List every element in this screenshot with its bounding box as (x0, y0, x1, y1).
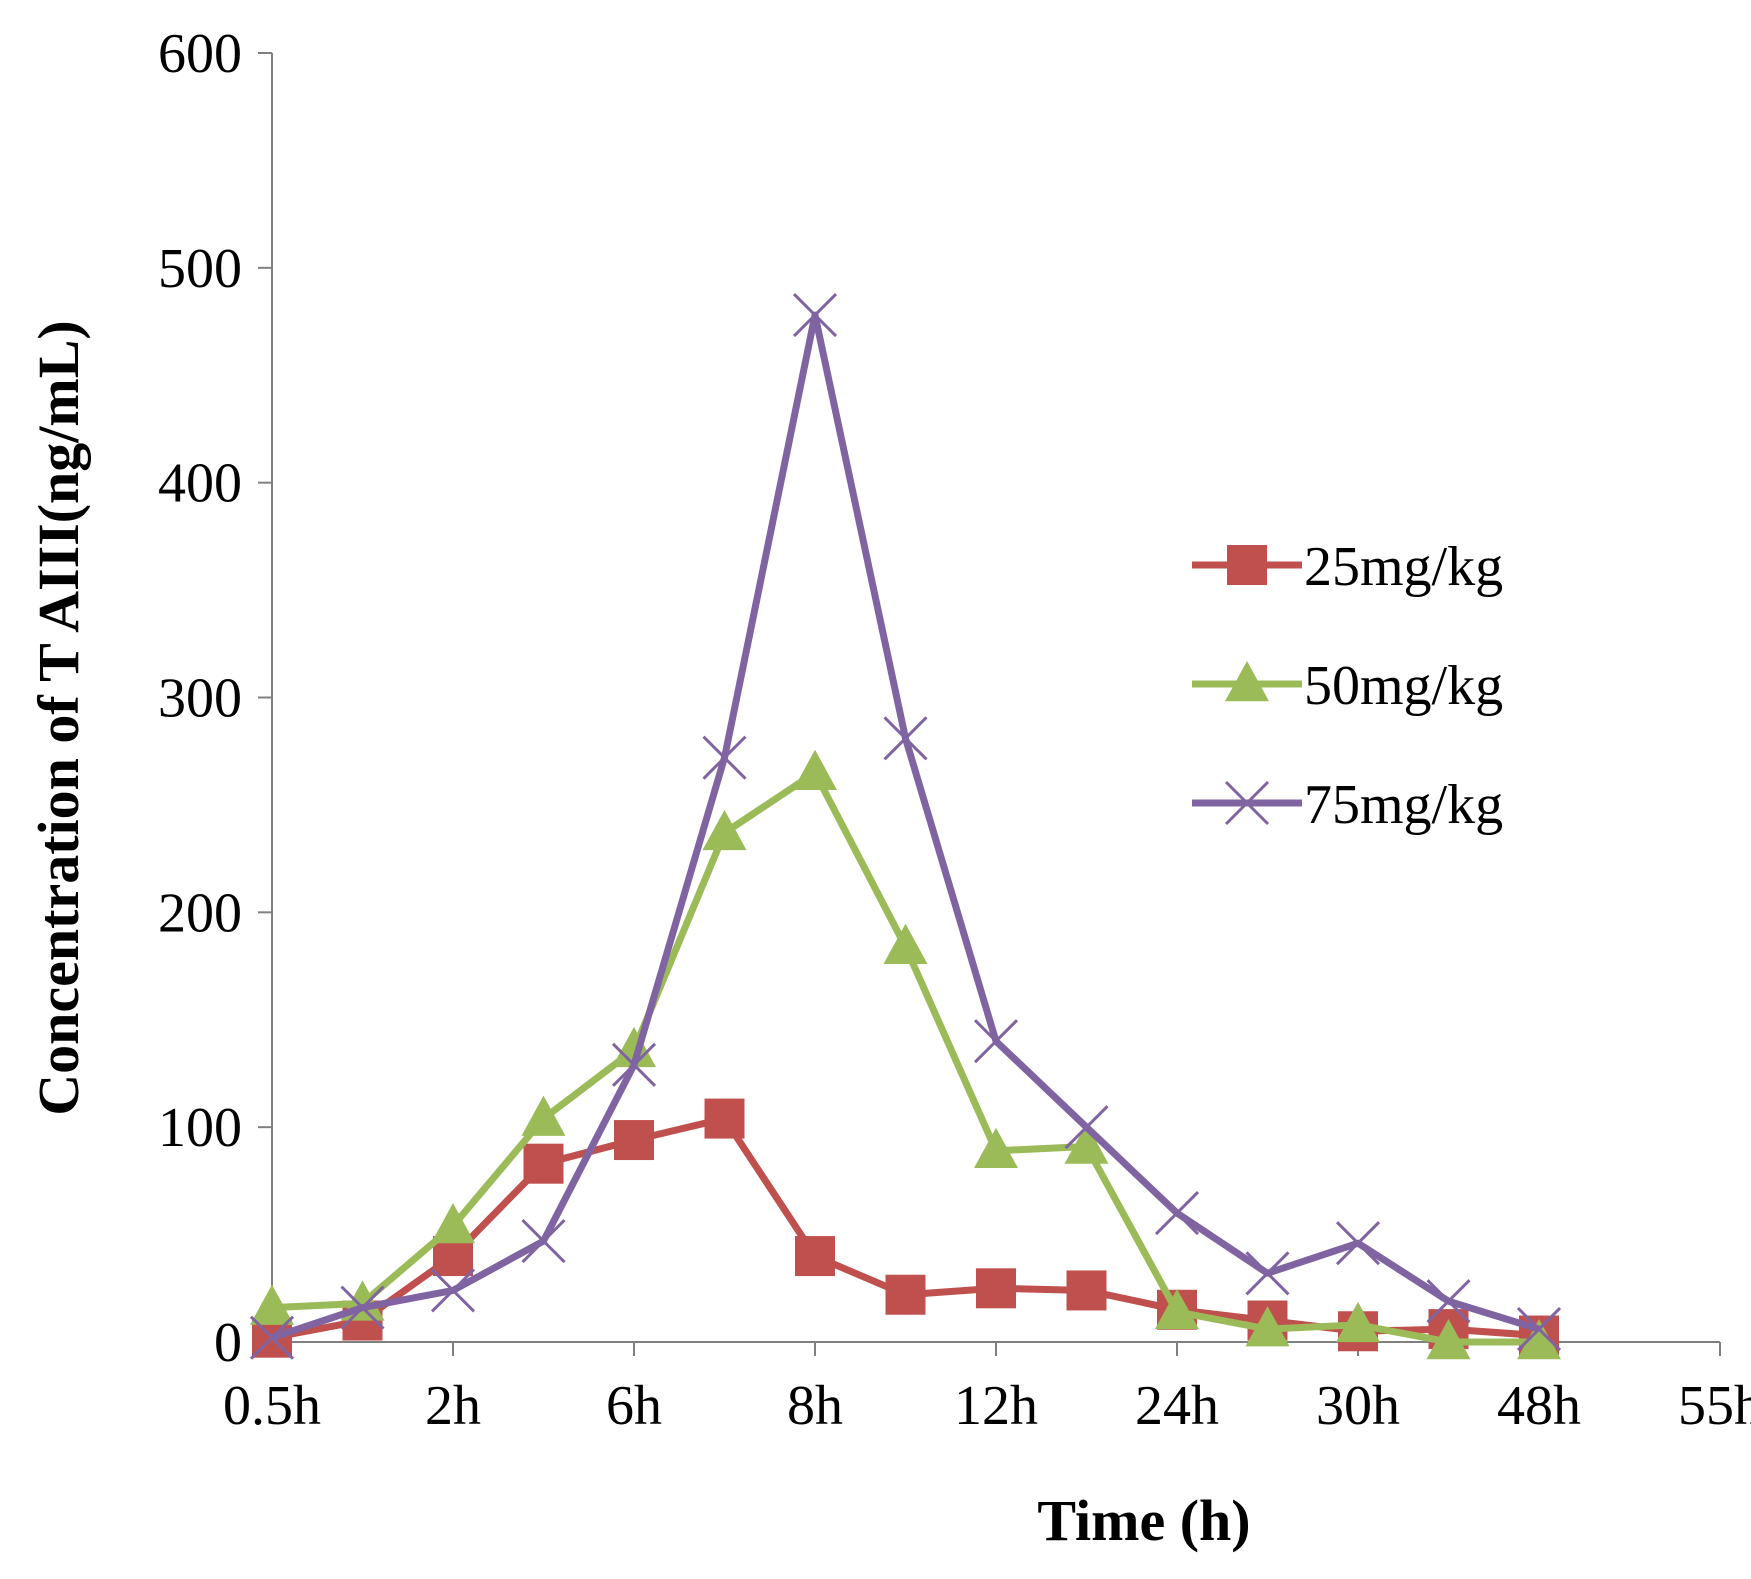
y-axis: 0 100 200 300 400 500 600 (158, 23, 272, 1374)
x-tick-label: 24h (1135, 1375, 1219, 1437)
data-point (1156, 1192, 1198, 1234)
x-tick-label: 6h (606, 1375, 662, 1437)
x-tick-label: 55h (1678, 1375, 1751, 1437)
y-tick-label: 100 (158, 1097, 242, 1159)
y-tick-label: 200 (158, 882, 242, 944)
x-tick-label: 0.5h (223, 1375, 321, 1437)
data-point (976, 1268, 1016, 1308)
data-point (1247, 1252, 1289, 1294)
legend: 25mg/kg 50mg/kg 75mg/kg (1192, 536, 1503, 836)
data-point (884, 924, 928, 964)
y-tick-label: 300 (158, 668, 242, 730)
y-tick-label: 0 (214, 1312, 242, 1374)
data-point (1067, 1270, 1107, 1310)
data-point (975, 1020, 1017, 1062)
y-tick-label: 600 (158, 23, 242, 85)
x-axis-title: Time (h) (1037, 1488, 1250, 1553)
legend-item: 25mg/kg (1192, 536, 1503, 598)
x-tick-label: 30h (1316, 1375, 1400, 1437)
data-point (886, 1275, 926, 1315)
x-tick-label: 12h (954, 1375, 1038, 1437)
data-point (522, 1096, 566, 1136)
data-point (523, 1220, 565, 1262)
y-tick-label: 400 (158, 453, 242, 515)
legend-label: 75mg/kg (1304, 774, 1503, 836)
legend-label: 50mg/kg (1304, 655, 1503, 717)
data-point (705, 1099, 745, 1139)
data-point (795, 1236, 835, 1276)
data-point (1227, 545, 1267, 585)
legend-label: 25mg/kg (1304, 536, 1503, 598)
data-point (524, 1144, 564, 1184)
data-point (1337, 1222, 1379, 1264)
data-point (614, 1120, 654, 1160)
x-tick-label: 8h (787, 1375, 843, 1437)
legend-item: 75mg/kg (1192, 774, 1503, 836)
x-tick-label: 48h (1497, 1375, 1581, 1437)
y-axis-title: Concentration of T AIII(ng/mL) (26, 320, 91, 1115)
data-point (793, 750, 837, 790)
legend-item: 50mg/kg (1192, 655, 1503, 717)
line-chart: 0 100 200 300 400 500 600 0.5h 2h 6h 8h 12h 24h 30h 4… (0, 0, 1751, 1579)
x-tick-label: 2h (425, 1375, 481, 1437)
y-tick-label: 500 (158, 238, 242, 300)
